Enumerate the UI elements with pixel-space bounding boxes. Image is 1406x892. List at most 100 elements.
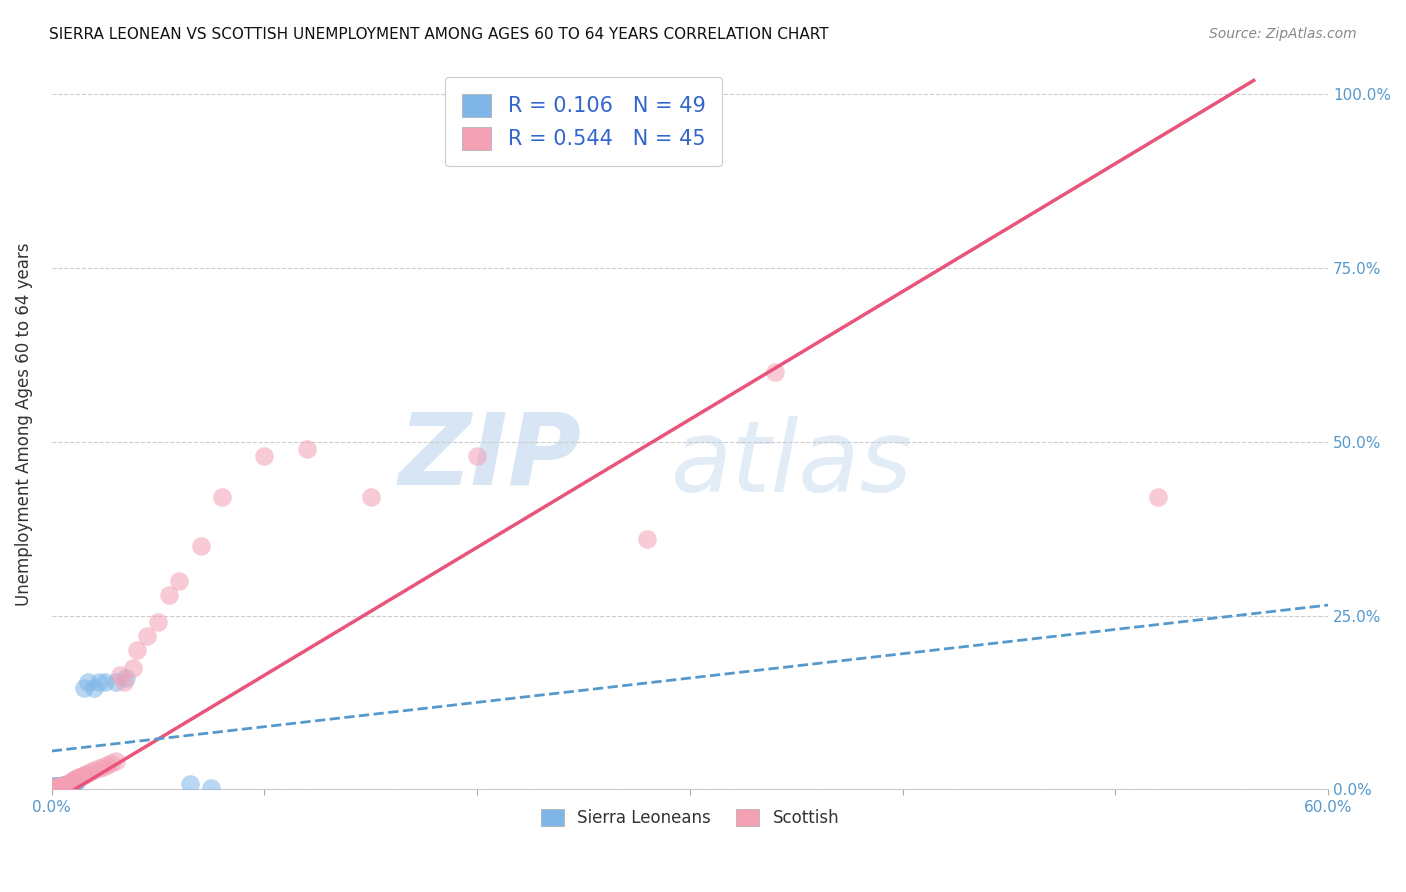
Point: [465, 449, 488, 463]
Point: [62, 776, 84, 790]
Point: [45, 780, 67, 795]
Point: [41, 782, 63, 797]
Point: [70, 769, 93, 783]
Point: [51, 780, 73, 794]
Point: [146, 615, 169, 630]
Point: [136, 629, 159, 643]
Point: [46, 780, 69, 795]
Point: [253, 449, 276, 463]
Point: [100, 756, 122, 770]
Point: [763, 365, 786, 379]
Point: [49, 779, 72, 793]
Point: [79, 764, 101, 779]
Legend: Sierra Leoneans, Scottish: Sierra Leoneans, Scottish: [533, 801, 848, 836]
Point: [46, 780, 69, 794]
Point: [211, 491, 233, 505]
Point: [456, 87, 478, 102]
Point: [67, 770, 90, 784]
Text: Source: ZipAtlas.com: Source: ZipAtlas.com: [1209, 27, 1357, 41]
Point: [62, 773, 84, 788]
Point: [77, 674, 100, 689]
Point: [200, 780, 222, 795]
Point: [96, 758, 118, 772]
Point: [636, 532, 658, 546]
Point: [55, 777, 77, 791]
Point: [63, 775, 86, 789]
Point: [94, 674, 117, 689]
Point: [41, 780, 63, 795]
Text: ZIP: ZIP: [398, 409, 582, 506]
Point: [51, 780, 73, 794]
Point: [112, 674, 135, 689]
Point: [66, 773, 89, 788]
Point: [53, 778, 76, 792]
Point: [108, 667, 131, 681]
Point: [42, 780, 65, 794]
Point: [45, 780, 67, 794]
Point: [62, 773, 84, 788]
Point: [41, 781, 63, 796]
Point: [59, 775, 82, 789]
Text: atlas: atlas: [671, 416, 912, 513]
Point: [58, 778, 80, 792]
Point: [42, 781, 65, 796]
Point: [73, 681, 96, 696]
Point: [45, 780, 67, 795]
Point: [87, 761, 110, 775]
Point: [49, 780, 72, 794]
Point: [125, 643, 148, 657]
Point: [295, 442, 318, 456]
Point: [42, 782, 65, 797]
Point: [51, 780, 73, 794]
Point: [75, 767, 97, 781]
Point: [41, 782, 63, 797]
Point: [488, 87, 510, 102]
Point: [360, 491, 382, 505]
Point: [46, 780, 69, 794]
Point: [41, 782, 63, 797]
Point: [45, 779, 67, 793]
Point: [42, 780, 65, 794]
Point: [49, 780, 72, 794]
Point: [41, 780, 63, 794]
Point: [42, 780, 65, 795]
Point: [73, 768, 96, 782]
Point: [66, 771, 89, 785]
Point: [58, 777, 80, 791]
Text: SIERRA LEONEAN VS SCOTTISH UNEMPLOYMENT AMONG AGES 60 TO 64 YEARS CORRELATION CH: SIERRA LEONEAN VS SCOTTISH UNEMPLOYMENT …: [49, 27, 828, 42]
Point: [41, 782, 63, 797]
Point: [104, 755, 127, 769]
Point: [62, 777, 84, 791]
Point: [1147, 491, 1170, 505]
Point: [42, 781, 65, 796]
Point: [59, 777, 82, 791]
Point: [41, 780, 63, 795]
Point: [55, 779, 77, 793]
Point: [58, 776, 80, 790]
Point: [115, 671, 138, 685]
Point: [91, 760, 114, 774]
Point: [498, 87, 520, 102]
Point: [63, 772, 86, 786]
Point: [55, 777, 77, 791]
Point: [83, 681, 105, 696]
Point: [45, 781, 67, 796]
Point: [179, 777, 201, 791]
Point: [45, 780, 67, 794]
Point: [53, 778, 76, 792]
Point: [41, 781, 63, 796]
Y-axis label: Unemployment Among Ages 60 to 64 years: Unemployment Among Ages 60 to 64 years: [15, 243, 32, 607]
Point: [157, 588, 180, 602]
Point: [87, 674, 110, 689]
Point: [53, 780, 76, 794]
Point: [190, 539, 212, 553]
Point: [465, 87, 488, 102]
Point: [41, 782, 63, 797]
Point: [49, 780, 72, 794]
Point: [51, 779, 73, 793]
Point: [169, 574, 191, 588]
Point: [83, 763, 105, 777]
Point: [104, 674, 127, 689]
Point: [41, 780, 63, 794]
Point: [46, 780, 69, 794]
